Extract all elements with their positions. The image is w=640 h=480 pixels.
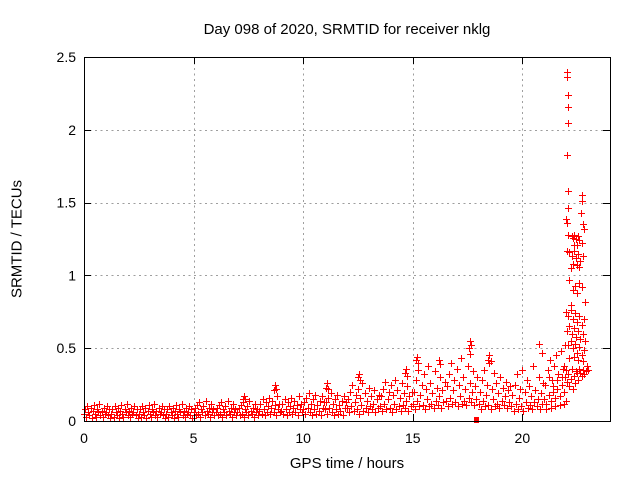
plot-border [84, 57, 611, 422]
y-tick-label: 0.5 [57, 340, 77, 356]
y-axis-label: SRMTID / TECUs [8, 179, 26, 299]
grid [84, 57, 610, 421]
y-tick-label: 0 [68, 413, 76, 429]
y-tick-label: 1 [68, 267, 76, 283]
chart-title: Day 098 of 2020, SRMTID for receiver nkl… [203, 21, 491, 38]
x-tick-label: 10 [295, 430, 311, 446]
x-tick-label: 20 [515, 430, 531, 446]
data-points [81, 69, 592, 422]
tick-marks [84, 57, 610, 422]
y-tick-label: 2 [68, 122, 76, 138]
x-tick-label: 5 [190, 430, 198, 446]
outlier-square-marker [474, 417, 479, 423]
y-tick-label: 1.5 [57, 195, 77, 211]
x-axis-label: GPS time / hours [289, 455, 405, 472]
x-tick-label: 0 [80, 430, 88, 446]
x-tick-label: 15 [405, 430, 421, 446]
y-tick-label: 2.5 [57, 49, 77, 65]
